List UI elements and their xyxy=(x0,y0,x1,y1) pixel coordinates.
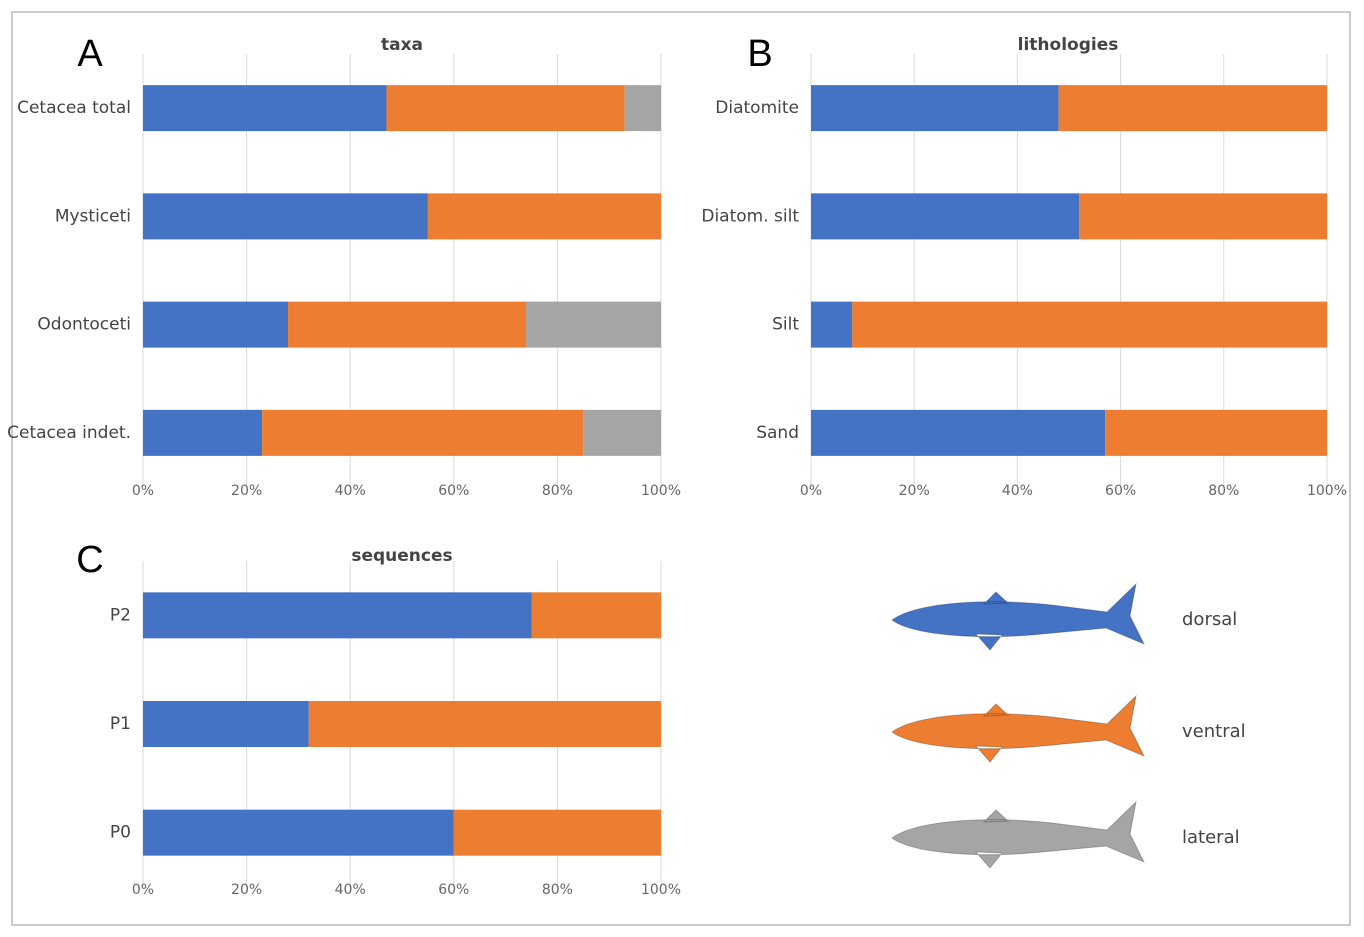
bar-segment xyxy=(811,85,1059,132)
bar-segment xyxy=(531,592,661,639)
y-tick-label: Odontoceti xyxy=(37,315,131,335)
y-tick-label: Diatom. silt xyxy=(701,206,799,226)
bar-segment xyxy=(262,409,584,456)
x-tick-label: 60% xyxy=(438,483,469,499)
x-tick-label: 40% xyxy=(335,483,366,499)
bar-segment xyxy=(143,809,454,856)
y-tick-label: Cetacea indet. xyxy=(7,423,131,443)
x-tick-label: 0% xyxy=(132,882,154,898)
legend-icon xyxy=(891,694,1146,763)
bar-segment xyxy=(624,85,661,132)
x-tick-label: 60% xyxy=(1105,483,1136,499)
bar-segment xyxy=(143,85,387,132)
bar-segment xyxy=(811,409,1106,456)
y-tick-label: Cetacea total xyxy=(17,98,131,118)
x-tick-label: 60% xyxy=(438,882,469,898)
legend-label: lateral xyxy=(1182,827,1240,848)
bar-segment xyxy=(427,193,661,240)
x-tick-label: 80% xyxy=(542,483,573,499)
x-tick-label: 100% xyxy=(1307,483,1347,499)
bar-segment xyxy=(526,301,661,348)
bar-segment xyxy=(583,409,661,456)
bar-segment xyxy=(1058,85,1327,132)
bar-segment xyxy=(288,301,527,348)
panel-label: A xyxy=(77,33,103,75)
legend-icon xyxy=(891,800,1146,869)
y-tick-label: Mysticeti xyxy=(55,206,131,226)
legend-icon xyxy=(891,582,1146,651)
y-tick-label: Diatomite xyxy=(715,98,799,118)
bar-segment xyxy=(143,301,289,348)
x-tick-label: 20% xyxy=(231,483,262,499)
y-tick-label: P1 xyxy=(110,714,131,734)
y-tick-label: P2 xyxy=(110,605,131,625)
bar-segment xyxy=(1079,193,1327,240)
x-tick-label: 80% xyxy=(542,882,573,898)
figure-border xyxy=(11,11,1351,926)
x-tick-label: 0% xyxy=(800,483,822,499)
bar-segment xyxy=(1105,409,1327,456)
bar-segment xyxy=(308,701,661,747)
chart-title: sequences xyxy=(351,546,452,566)
bar-segment xyxy=(143,409,263,456)
x-tick-label: 100% xyxy=(641,882,681,898)
chart-title: taxa xyxy=(381,35,423,55)
x-tick-label: 80% xyxy=(1208,483,1239,499)
x-tick-label: 0% xyxy=(132,483,154,499)
bar-segment xyxy=(386,85,625,132)
x-tick-label: 100% xyxy=(641,483,681,499)
legend-item xyxy=(891,694,1146,763)
x-tick-label: 40% xyxy=(335,882,366,898)
y-tick-label: Silt xyxy=(772,315,799,335)
y-tick-label: Sand xyxy=(756,423,799,443)
bar-segment xyxy=(143,592,532,639)
x-tick-label: 20% xyxy=(231,882,262,898)
panel-label: B xyxy=(747,33,772,75)
y-tick-label: P0 xyxy=(110,823,131,843)
bar-segment xyxy=(852,301,1327,348)
bar-segment xyxy=(143,193,428,240)
panel-label: C xyxy=(76,539,103,581)
chart-title: lithologies xyxy=(1018,35,1119,55)
bar-segment xyxy=(143,701,309,747)
legend-label: dorsal xyxy=(1182,609,1237,630)
bar-segment xyxy=(811,193,1080,240)
bar-segment xyxy=(453,809,661,856)
x-tick-label: 20% xyxy=(899,483,930,499)
x-tick-label: 40% xyxy=(1002,483,1033,499)
legend-item xyxy=(891,582,1146,651)
bar-segment xyxy=(811,301,853,348)
legend-label: ventral xyxy=(1182,721,1246,742)
legend-item xyxy=(891,800,1146,869)
